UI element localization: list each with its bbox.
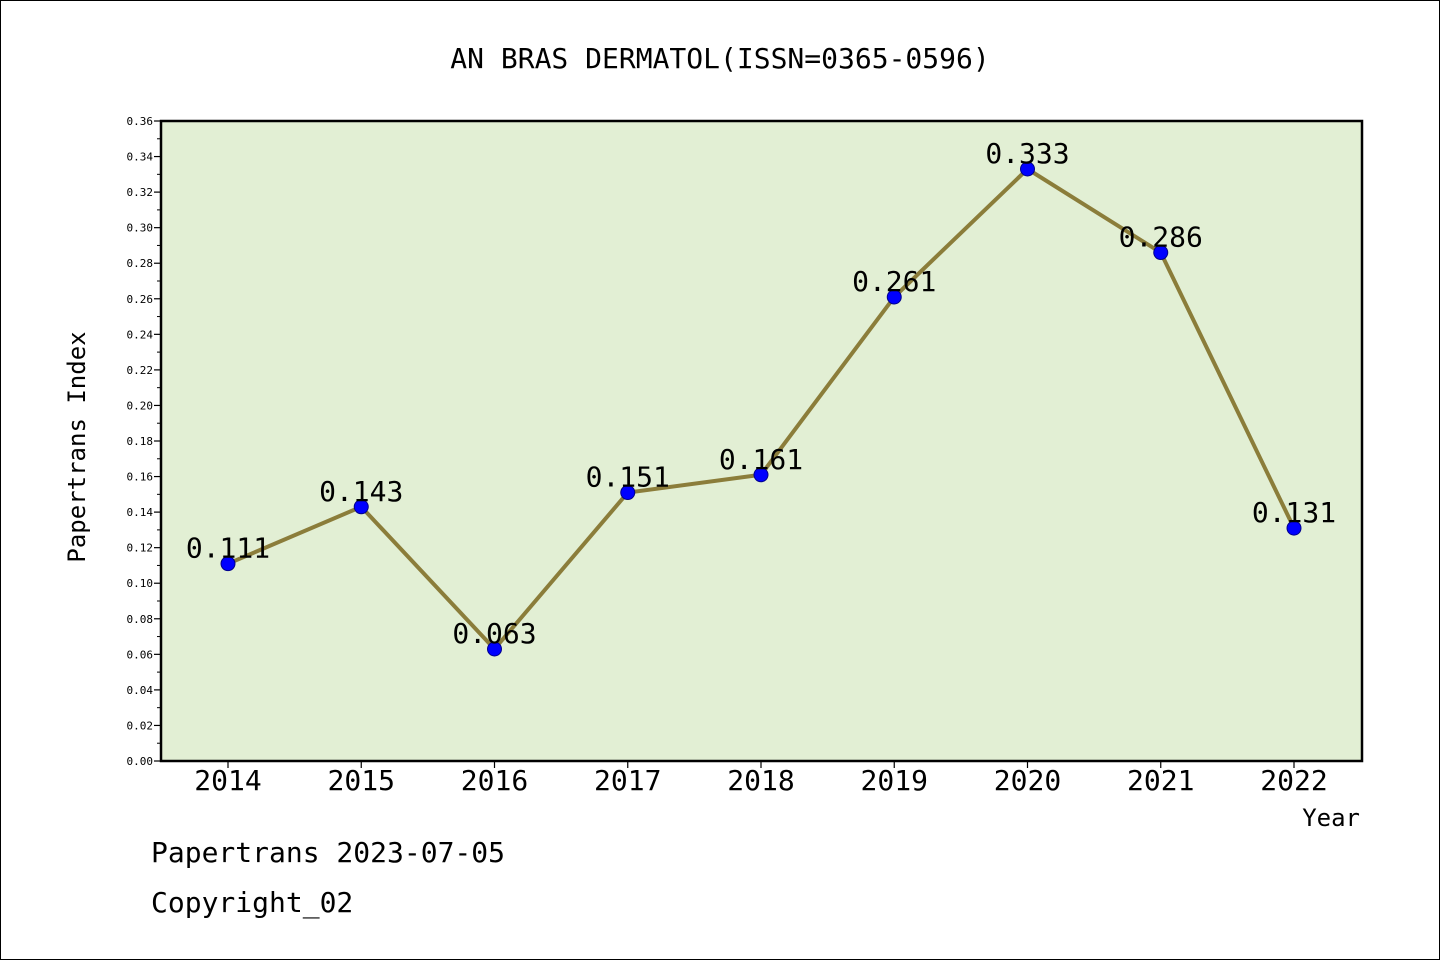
x-tick-label: 2018 — [727, 764, 794, 797]
y-tick-label: 0.06 — [127, 648, 154, 661]
y-tick-label: 0.00 — [127, 755, 154, 768]
x-tick-label: 2014 — [194, 764, 261, 797]
data-label: 0.333 — [985, 137, 1069, 170]
y-tick-label: 0.24 — [127, 328, 154, 341]
y-tick-label: 0.08 — [127, 613, 154, 626]
y-tick-label: 0.10 — [127, 577, 154, 590]
data-point — [1153, 245, 1169, 261]
x-axis-title: Year — [1302, 804, 1360, 832]
data-point — [1020, 161, 1035, 177]
data-label: 0.143 — [319, 475, 403, 508]
data-label: 0.261 — [852, 265, 936, 298]
x-tick-label: 2022 — [1260, 764, 1327, 797]
y-tick-label: 0.22 — [127, 364, 154, 377]
y-tick-label: 0.20 — [127, 399, 154, 412]
data-point — [753, 467, 769, 483]
y-tick-label: 0.28 — [127, 257, 154, 270]
y-tick-label: 0.02 — [127, 719, 154, 732]
plot-area — [159, 119, 1364, 763]
y-axis-title: Papertrans Index — [63, 331, 91, 562]
data-label: 0.161 — [719, 443, 803, 476]
y-tick-label: 0.34 — [127, 151, 154, 164]
y-tick-label: 0.14 — [127, 506, 154, 519]
y-tick-label: 0.16 — [127, 471, 154, 484]
data-label: 0.151 — [586, 461, 670, 494]
data-point — [620, 485, 636, 501]
x-tick-label: 2021 — [1127, 764, 1194, 797]
data-point — [487, 641, 502, 657]
y-tick-label: 0.32 — [127, 186, 154, 199]
data-labels: 0.111 0.143 0.063 0.151 0.161 0.261 0.333 0.286… — [186, 137, 1336, 650]
footer-source: Papertrans 2023-07-05 — [151, 836, 506, 869]
y-tick-label: 0.30 — [127, 222, 154, 235]
x-tick-label: 2019 — [861, 764, 928, 797]
chart-title: AN BRAS DERMATOL(ISSN=0365-0596) — [450, 42, 989, 75]
y-axis: 0.00 0.02 0.04 0.06 0.08 0.10 0.12 0.14 0.16 0.18… — [127, 115, 161, 768]
data-label: 0.111 — [186, 532, 270, 565]
y-tick-label: 0.36 — [127, 115, 154, 128]
x-tick-label: 2017 — [594, 764, 661, 797]
data-label: 0.131 — [1252, 496, 1336, 529]
x-tick-label: 2020 — [994, 764, 1061, 797]
footer-copyright: Copyright_02 — [151, 886, 354, 919]
y-tick-label: 0.26 — [127, 293, 154, 306]
x-tick-label: 2015 — [328, 764, 395, 797]
data-point — [1286, 520, 1302, 536]
data-point — [886, 289, 902, 305]
x-axis: 2014 2015 2016 2017 2018 2019 2020 2021 2022 — [194, 761, 1328, 797]
data-point — [353, 499, 369, 515]
data-label: 0.286 — [1119, 221, 1203, 254]
data-point — [220, 556, 236, 572]
x-tick-label: 2016 — [461, 764, 528, 797]
y-tick-label: 0.12 — [127, 542, 154, 555]
data-label: 0.063 — [452, 617, 536, 650]
series-group — [220, 161, 1302, 657]
y-tick-label: 0.04 — [127, 684, 154, 697]
y-tick-label: 0.18 — [127, 435, 154, 448]
